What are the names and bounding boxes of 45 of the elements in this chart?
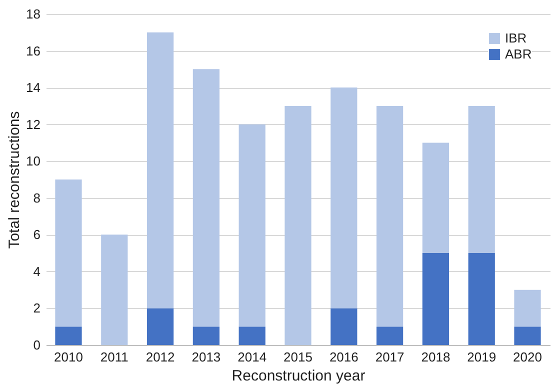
bar <box>238 326 266 345</box>
y-tick-label: 2 <box>33 300 40 316</box>
bar <box>55 180 82 327</box>
x-tick-label: 2011 <box>100 350 128 364</box>
bar <box>146 32 174 308</box>
y-tick-label: 0 <box>33 338 40 352</box>
bar <box>422 253 450 345</box>
bar <box>514 326 541 345</box>
x-tick-label: 2014 <box>238 350 267 364</box>
legend-label: ABR <box>505 46 532 62</box>
x-tick-label: 2012 <box>146 350 175 364</box>
bar <box>192 69 220 327</box>
bar <box>422 142 450 254</box>
x-tick-label: 2017 <box>375 350 404 364</box>
y-tick-label: 14 <box>26 80 40 96</box>
y-axis-title: Total reconstructions <box>6 111 24 249</box>
y-tick-label: 18 <box>26 6 40 22</box>
y-tick-label: 6 <box>33 227 40 242</box>
y-tick-label: 12 <box>26 116 40 132</box>
y-tick-label: 4 <box>33 264 40 279</box>
bar <box>146 308 174 345</box>
x-tick-label: 2015 <box>284 350 312 364</box>
x-tick-label: 2018 <box>421 350 450 364</box>
y-tick-label: 16 <box>26 43 40 58</box>
bar <box>101 234 128 345</box>
x-tick-label: 2019 <box>467 350 496 364</box>
bar <box>376 326 404 345</box>
x-tick-label: 2016 <box>329 350 358 364</box>
bar <box>55 326 82 345</box>
x-tick-label: 2010 <box>54 350 83 364</box>
y-tick-label: 8 <box>33 190 40 206</box>
bar <box>192 326 220 345</box>
bar <box>468 106 495 254</box>
x-tick-label: 2013 <box>192 350 221 364</box>
bar <box>330 88 358 308</box>
x-tick-label: 2020 <box>513 350 542 364</box>
x-axis-title: Reconstruction year <box>232 368 366 384</box>
bar <box>330 308 358 345</box>
bar <box>468 253 495 345</box>
y-tick-label: 10 <box>26 154 40 169</box>
bar <box>514 290 541 327</box>
bar <box>376 106 404 327</box>
legend-label: IBR <box>505 30 527 46</box>
bar <box>238 124 266 327</box>
bar <box>284 106 312 345</box>
